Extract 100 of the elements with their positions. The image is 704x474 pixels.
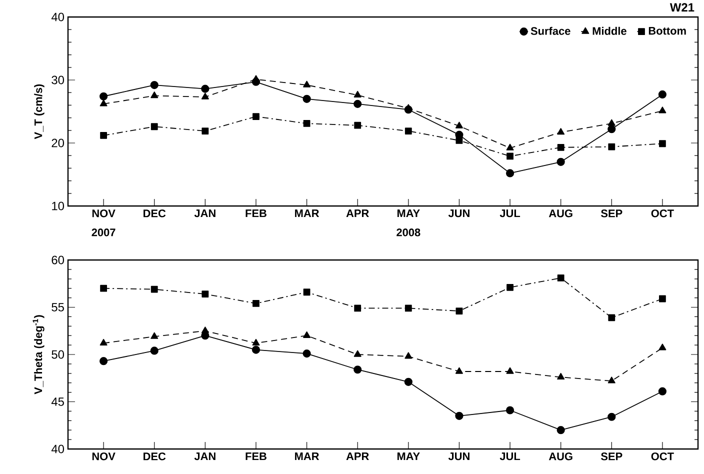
point bbox=[456, 308, 463, 314]
point bbox=[557, 128, 565, 135]
x-tick-label: OCT bbox=[651, 452, 674, 460]
y-tick-label: 60 bbox=[52, 256, 64, 264]
point bbox=[557, 274, 564, 282]
x-tick-label: MAY bbox=[397, 452, 420, 460]
point bbox=[150, 123, 158, 130]
point bbox=[556, 158, 565, 166]
x-tick-label: JUN bbox=[448, 210, 470, 218]
x-tick-label: JAN bbox=[194, 452, 216, 460]
y-tick-label: 20 bbox=[52, 138, 64, 148]
point bbox=[252, 338, 260, 346]
point bbox=[506, 406, 514, 414]
point bbox=[456, 137, 463, 144]
point bbox=[404, 352, 412, 359]
x-tick-label: AUG bbox=[548, 210, 572, 218]
point bbox=[404, 104, 412, 111]
point bbox=[303, 120, 310, 127]
point bbox=[354, 350, 362, 357]
x-tick-label: OCT bbox=[651, 210, 674, 218]
point bbox=[608, 119, 616, 126]
x-tick-label: JUL bbox=[500, 452, 520, 460]
point bbox=[100, 357, 108, 366]
point bbox=[100, 132, 108, 139]
point bbox=[557, 372, 565, 380]
point bbox=[302, 94, 311, 103]
x-tick-label: DEC bbox=[144, 210, 166, 218]
legend-label: Middle bbox=[592, 26, 626, 35]
point bbox=[354, 100, 362, 108]
y-tick-label: 40 bbox=[51, 444, 64, 454]
point bbox=[354, 366, 362, 374]
point bbox=[201, 326, 209, 334]
y-tick-label: 50 bbox=[52, 350, 64, 359]
point bbox=[608, 376, 616, 384]
x-tick-label: AUG bbox=[548, 452, 572, 460]
point bbox=[608, 125, 616, 134]
point bbox=[404, 378, 412, 386]
x-tick-label: JUL bbox=[500, 210, 520, 218]
point bbox=[658, 295, 666, 302]
point bbox=[354, 122, 362, 129]
x-tick-label: JUN bbox=[448, 452, 470, 460]
point bbox=[150, 80, 158, 90]
point bbox=[455, 367, 463, 374]
x-tick-label: NOV bbox=[92, 452, 116, 460]
text: 2007 bbox=[92, 228, 116, 236]
point bbox=[354, 90, 362, 98]
y-tick-label: 10 bbox=[52, 202, 64, 210]
point bbox=[506, 367, 514, 374]
point bbox=[557, 144, 564, 151]
point bbox=[100, 284, 108, 292]
point bbox=[404, 304, 412, 312]
legend-label: Surface bbox=[530, 26, 570, 35]
x-tick-label: SEP bbox=[600, 452, 622, 460]
y-tick-label: 30 bbox=[52, 76, 64, 84]
y-axis-title: V_Theta (deg$^{-1}$) bbox=[32, 315, 44, 394]
point bbox=[608, 314, 616, 322]
point bbox=[506, 144, 514, 150]
y-tick-label: 55 bbox=[52, 303, 64, 312]
point bbox=[506, 169, 514, 178]
y-tick-label: 40 bbox=[51, 12, 64, 22]
point bbox=[455, 122, 463, 128]
point bbox=[658, 90, 666, 99]
text: 2008 bbox=[396, 228, 420, 236]
point bbox=[506, 284, 514, 291]
chart-title: W21 bbox=[670, 3, 694, 12]
point bbox=[303, 288, 310, 296]
x-tick-label: APR bbox=[346, 452, 369, 460]
point bbox=[100, 100, 108, 106]
x-tick-label: JAN bbox=[194, 210, 216, 218]
x-tick-label: FEB bbox=[246, 452, 266, 460]
point bbox=[150, 286, 158, 293]
point bbox=[658, 140, 666, 148]
point bbox=[404, 128, 412, 134]
point bbox=[658, 344, 666, 350]
point bbox=[455, 412, 464, 420]
point bbox=[506, 152, 514, 160]
y-tick-label: 45 bbox=[51, 398, 64, 406]
point bbox=[201, 92, 209, 100]
point bbox=[150, 332, 158, 339]
x-tick-label: MAR bbox=[295, 210, 320, 218]
point bbox=[658, 106, 666, 114]
point bbox=[252, 346, 260, 354]
point bbox=[303, 80, 311, 88]
x-tick-label: APR bbox=[346, 210, 369, 218]
x-tick-label: DEC bbox=[144, 452, 166, 460]
x-tick-label: SEP bbox=[600, 210, 622, 218]
point bbox=[202, 128, 209, 134]
point bbox=[302, 350, 311, 358]
x-tick-label: MAY bbox=[397, 210, 420, 218]
point bbox=[658, 387, 666, 396]
point bbox=[303, 331, 311, 338]
point bbox=[150, 346, 158, 355]
point bbox=[608, 412, 616, 421]
point bbox=[100, 92, 108, 100]
point bbox=[150, 91, 158, 98]
y-axis-title: V_T (cm/s) bbox=[34, 84, 44, 140]
x-tick-label: FEB bbox=[246, 210, 266, 218]
point bbox=[556, 426, 565, 434]
point bbox=[201, 84, 210, 93]
point bbox=[252, 300, 260, 307]
